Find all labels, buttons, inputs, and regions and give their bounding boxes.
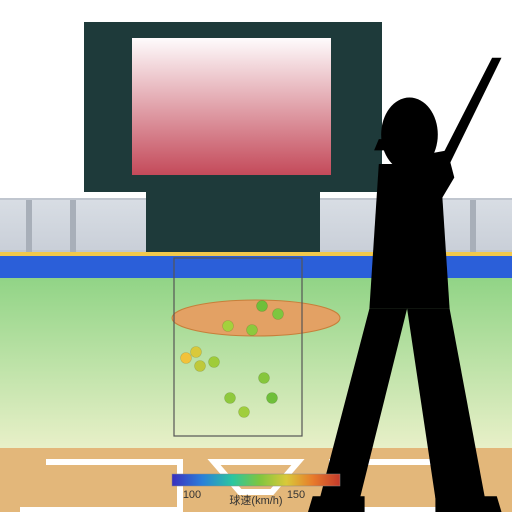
colorbar-tick-label: 150 xyxy=(287,489,305,501)
pitch-marker xyxy=(181,353,192,364)
pitch-marker xyxy=(209,357,220,368)
colorbar-label: 球速(km/h) xyxy=(229,493,282,507)
colorbar xyxy=(172,474,340,486)
pitch-marker xyxy=(195,361,206,372)
stands-aisle xyxy=(70,200,76,252)
batter-back-foot xyxy=(435,496,501,512)
pitch-marker xyxy=(239,407,250,418)
scoreboard-screen xyxy=(132,38,331,175)
pitch-location-diagram: 100 150 球速(km/h) xyxy=(0,0,512,512)
pitch-marker xyxy=(259,373,270,384)
stands-aisle xyxy=(26,200,32,252)
pitch-marker xyxy=(191,347,202,358)
batter-front-foot xyxy=(308,496,365,512)
scoreboard-pillar xyxy=(146,192,320,252)
colorbar-tick-label: 100 xyxy=(183,489,201,501)
pitch-marker xyxy=(273,309,284,320)
pitch-marker xyxy=(223,321,234,332)
helmet-brim xyxy=(374,139,412,150)
pitch-marker xyxy=(247,325,258,336)
stands-aisle xyxy=(470,200,476,252)
pitch-marker xyxy=(225,393,236,404)
pitch-marker xyxy=(257,301,268,312)
batter-torso xyxy=(369,164,449,309)
pitch-marker xyxy=(267,393,278,404)
